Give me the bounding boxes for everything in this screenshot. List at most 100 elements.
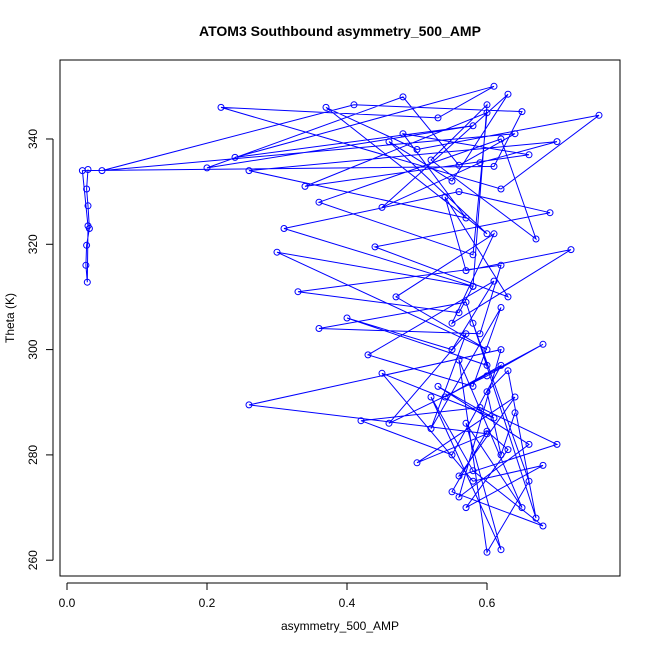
data-point [378,203,386,211]
y-tick-label: 300 [26,339,40,359]
data-point [322,103,330,111]
plot-area-border [59,59,621,577]
data-point [518,504,526,512]
data-point [525,477,533,485]
data-point [413,146,421,153]
data-point [511,393,519,401]
data-point [483,230,491,238]
data-point [490,82,498,90]
data-point [203,164,211,172]
data-point [497,451,505,459]
data-point [462,214,470,222]
data-point [511,130,519,138]
data-point [364,351,372,359]
data-point [448,177,456,185]
data-point [357,417,365,425]
data-point [504,90,512,98]
data-point [518,108,526,116]
data-point [448,451,456,459]
data-point [385,419,393,427]
data-point [539,522,547,530]
y-tick-label: 340 [26,129,40,149]
data-point [497,546,505,554]
data-point [84,202,92,210]
data-point [532,514,540,522]
data-point [82,261,90,269]
data-point [315,198,323,206]
data-point [343,314,351,322]
data-point [413,459,421,467]
data-point [469,382,477,390]
data-point [490,162,498,170]
x-axis: 0.0 0.2 0.4 0.6 [59,582,496,610]
y-tick-label: 320 [26,234,40,254]
data-point [427,425,435,433]
data-point [483,372,491,380]
data-point [497,135,505,143]
y-tick-label: 280 [26,445,40,465]
data-point [476,159,484,167]
y-tick-label: 260 [26,550,40,570]
data-point [462,298,470,306]
data-point [525,440,533,448]
data-point [448,346,456,354]
data-point [84,222,92,230]
data-point [483,427,491,435]
data-point [497,304,505,311]
data-point [378,369,386,377]
data-point [231,153,239,161]
data-point [469,319,477,327]
data-point [392,293,400,301]
data-point [217,103,225,111]
data-point [546,209,554,217]
data-point [371,243,379,251]
data-point [350,101,358,109]
data-point [469,467,477,475]
data-point [462,330,470,338]
data-point [434,382,442,390]
data-point [455,309,463,317]
data-point [483,101,491,109]
data-point [497,185,505,193]
data-point [245,401,253,409]
y-axis: 260 280 300 320 340 [26,129,54,570]
data-point [567,246,575,254]
data-point [476,404,484,411]
data-point [476,330,484,338]
data-point [511,409,519,417]
data-point [434,114,442,122]
data-point [483,430,491,438]
data-point [469,477,477,485]
data-point [399,130,407,138]
data-point [448,488,456,496]
data-point [483,548,491,556]
data-point [490,277,498,285]
x-tick-label: 0.0 [59,596,76,610]
series-line [81,85,600,554]
data-point [448,319,456,327]
data-point [98,167,106,175]
data-point [427,393,435,401]
data-point [301,182,309,190]
data-point [462,267,470,275]
data-point [455,356,463,364]
data-point [245,167,253,175]
data-point [497,361,505,369]
data-point [539,461,547,469]
data-point [504,446,512,454]
data-point [553,440,561,448]
chart-title: ATOM3 Southbound asymmetry_500_AMP [199,23,481,39]
data-point [469,122,477,130]
x-tick-label: 0.4 [339,596,356,610]
data-point [504,293,512,301]
data-point [483,361,491,369]
data-point [469,282,477,290]
data-point [490,230,498,238]
data-point [78,167,86,175]
data-point [441,193,449,201]
data-point [315,325,323,332]
y-axis-label: Theta (K) [3,293,17,343]
data-point [504,367,512,375]
